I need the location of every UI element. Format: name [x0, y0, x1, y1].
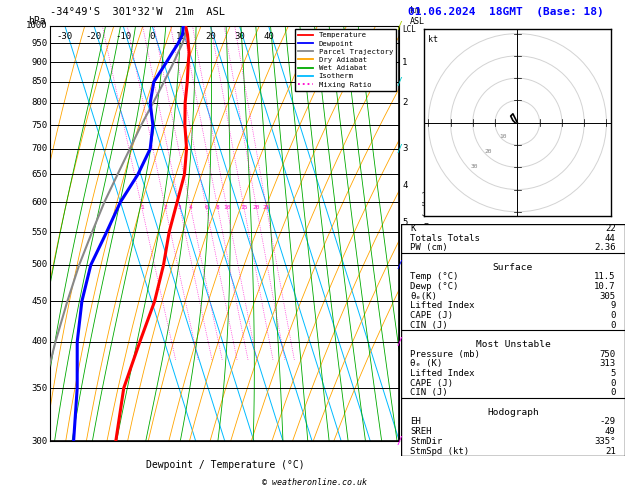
Text: 650: 650 [31, 170, 47, 179]
Text: K: K [410, 224, 416, 233]
Text: 313: 313 [599, 360, 616, 368]
Text: /: / [396, 260, 403, 270]
Text: 4: 4 [189, 206, 192, 210]
Text: Lifted Index: Lifted Index [410, 301, 475, 311]
Text: 600: 600 [31, 198, 47, 207]
Text: 750: 750 [31, 121, 47, 130]
Text: 5: 5 [403, 218, 408, 227]
Text: Hodograph: Hodograph [487, 408, 539, 417]
Text: 0: 0 [610, 388, 616, 398]
Text: 1: 1 [140, 206, 144, 210]
Text: 20: 20 [485, 149, 492, 154]
Text: 550: 550 [31, 227, 47, 237]
Text: Dewp (°C): Dewp (°C) [410, 282, 459, 291]
Legend: Temperature, Dewpoint, Parcel Trajectory, Dry Adiabat, Wet Adiabat, Isotherm, Mi: Temperature, Dewpoint, Parcel Trajectory… [296, 29, 396, 90]
Text: Temp (°C): Temp (°C) [410, 272, 459, 281]
Text: 40: 40 [263, 32, 274, 41]
Text: 10: 10 [223, 206, 231, 210]
Text: /: / [396, 144, 403, 154]
Text: CAPE (J): CAPE (J) [410, 379, 454, 388]
Text: 0: 0 [610, 311, 616, 320]
Text: 4: 4 [403, 181, 408, 190]
Text: 950: 950 [31, 39, 47, 48]
Text: 25: 25 [263, 206, 270, 210]
Text: StmSpd (kt): StmSpd (kt) [410, 447, 469, 455]
Text: CIN (J): CIN (J) [410, 388, 448, 398]
Text: 10: 10 [499, 134, 506, 139]
Text: -30: -30 [57, 32, 73, 41]
Text: 6: 6 [403, 257, 408, 266]
Text: 10.7: 10.7 [594, 282, 616, 291]
Text: θₑ (K): θₑ (K) [410, 360, 442, 368]
Text: 8: 8 [403, 337, 408, 347]
Text: 22: 22 [605, 224, 616, 233]
Text: /: / [396, 21, 403, 31]
Text: -29: -29 [599, 417, 616, 427]
Text: Mixing Ratio (g/kg): Mixing Ratio (g/kg) [423, 190, 432, 278]
Text: 700: 700 [31, 144, 47, 154]
Text: /: / [396, 77, 403, 87]
Text: 0: 0 [610, 321, 616, 330]
Text: StmDir: StmDir [410, 437, 442, 446]
Text: LCL: LCL [403, 25, 416, 34]
Text: -34°49'S  301°32'W  21m  ASL: -34°49'S 301°32'W 21m ASL [50, 7, 225, 17]
Text: 44: 44 [605, 234, 616, 243]
Text: CIN (J): CIN (J) [410, 321, 448, 330]
Text: 350: 350 [31, 383, 47, 393]
Text: 500: 500 [31, 260, 47, 269]
Text: 800: 800 [31, 98, 47, 107]
Text: SREH: SREH [410, 427, 431, 436]
Text: 49: 49 [605, 427, 616, 436]
Text: /: / [396, 337, 403, 347]
Text: © weatheronline.co.uk: © weatheronline.co.uk [262, 478, 367, 486]
Text: Lifted Index: Lifted Index [410, 369, 475, 378]
Text: 15: 15 [240, 206, 248, 210]
Text: 7: 7 [403, 293, 408, 302]
Text: -20: -20 [86, 32, 102, 41]
Text: 3: 3 [403, 144, 408, 154]
Text: 20: 20 [205, 32, 216, 41]
Text: 900: 900 [31, 58, 47, 67]
Text: 01.06.2024  18GMT  (Base: 18): 01.06.2024 18GMT (Base: 18) [408, 7, 603, 17]
Text: kt: kt [428, 35, 438, 44]
Text: θₑ(K): θₑ(K) [410, 292, 437, 301]
Text: 750: 750 [599, 350, 616, 359]
Text: hPa: hPa [28, 16, 45, 26]
Text: Totals Totals: Totals Totals [410, 234, 480, 243]
Text: 2: 2 [164, 206, 167, 210]
Text: -10: -10 [115, 32, 131, 41]
Text: 2.36: 2.36 [594, 243, 616, 252]
Text: 850: 850 [31, 77, 47, 87]
Text: 30: 30 [470, 164, 477, 169]
Text: 1: 1 [403, 58, 408, 67]
Text: 0: 0 [610, 379, 616, 388]
Text: 9: 9 [610, 301, 616, 311]
Text: 450: 450 [31, 297, 47, 306]
Text: 305: 305 [599, 292, 616, 301]
Text: 11.5: 11.5 [594, 272, 616, 281]
Text: PW (cm): PW (cm) [410, 243, 448, 252]
Text: 1000: 1000 [26, 21, 47, 30]
Text: Most Unstable: Most Unstable [476, 340, 550, 349]
Text: CAPE (J): CAPE (J) [410, 311, 454, 320]
Text: 10: 10 [176, 32, 187, 41]
Text: 400: 400 [31, 337, 47, 347]
Text: 335°: 335° [594, 437, 616, 446]
Text: 21: 21 [605, 447, 616, 455]
Text: EH: EH [410, 417, 421, 427]
Text: 2: 2 [403, 98, 408, 107]
Text: /: / [396, 436, 403, 446]
Text: 8: 8 [216, 206, 220, 210]
Text: 3: 3 [178, 206, 182, 210]
Text: 20: 20 [253, 206, 260, 210]
Text: 30: 30 [234, 32, 245, 41]
Text: 0: 0 [150, 32, 155, 41]
Text: Surface: Surface [493, 262, 533, 272]
Text: 5: 5 [610, 369, 616, 378]
Text: 300: 300 [31, 437, 47, 446]
Text: Pressure (mb): Pressure (mb) [410, 350, 480, 359]
Text: km
ASL: km ASL [410, 6, 425, 26]
Text: 6: 6 [204, 206, 208, 210]
Text: Dewpoint / Temperature (°C): Dewpoint / Temperature (°C) [145, 460, 304, 470]
